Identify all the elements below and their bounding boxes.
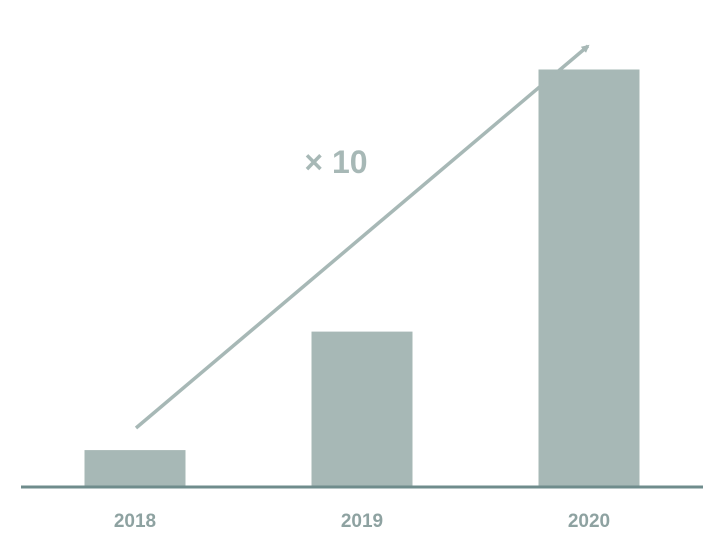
- bar-2019: [311, 331, 413, 486]
- growth-arrow: [134, 44, 590, 430]
- tick-label-2019: 2019: [341, 511, 383, 532]
- growth-annotation: × 10: [304, 144, 367, 180]
- bar-2020: [538, 69, 640, 486]
- tick-label-2020: 2020: [568, 511, 610, 532]
- bars-group: [84, 69, 640, 486]
- tick-label-2018: 2018: [114, 511, 156, 532]
- x-tick-labels: 2018 2019 2020: [114, 511, 610, 532]
- bar-2018: [84, 450, 186, 486]
